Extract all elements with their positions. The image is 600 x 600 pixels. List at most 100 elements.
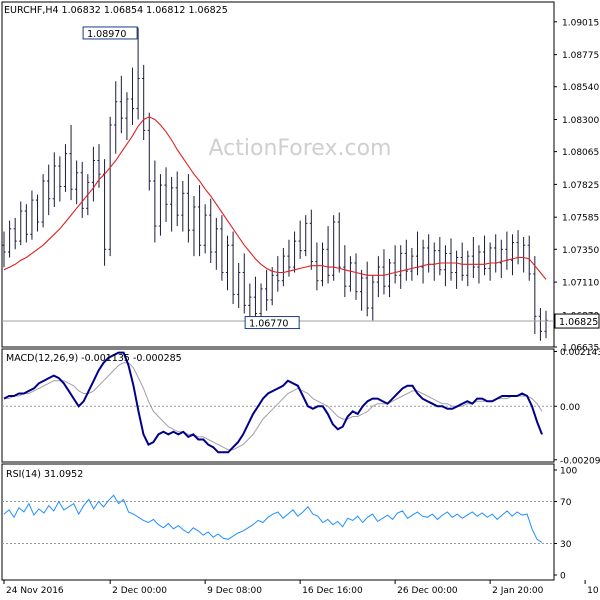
price-bar — [63, 144, 68, 192]
price-annotation: 1.06770 — [244, 316, 301, 330]
moving-average-line — [3, 116, 547, 280]
price-bar — [393, 245, 397, 284]
price-y-tick-label: 1.06635 — [562, 344, 599, 354]
price-bar — [421, 239, 425, 284]
price-bar — [175, 171, 179, 227]
price-bar — [482, 235, 487, 276]
price-bar — [35, 194, 40, 232]
price-bar — [237, 262, 241, 309]
price-bar — [220, 215, 224, 281]
macd-y-tick-label: 0.00 — [560, 403, 580, 413]
price-bar — [276, 256, 280, 292]
price-bar — [348, 256, 353, 292]
price-bar — [119, 75, 123, 134]
time-tick-label: 24 Nov 2016 — [6, 586, 64, 596]
price-bar — [371, 275, 375, 321]
price-bar — [332, 215, 336, 281]
price-bar — [209, 198, 213, 263]
price-bar — [41, 174, 45, 228]
rsi-levels — [2, 501, 554, 544]
price-bar — [320, 242, 325, 287]
rsi-title: RSI(14) 31.0952 — [6, 469, 83, 480]
macd-panel-frame — [1, 348, 555, 463]
price-bar — [186, 174, 190, 243]
price-bar — [153, 160, 157, 243]
price-y-tick-label: 1.08775 — [562, 51, 599, 61]
price-bar — [30, 190, 34, 240]
price-bar — [460, 242, 464, 281]
price-y-tick-label: 1.09015 — [562, 18, 599, 28]
price-bar — [287, 239, 291, 277]
price-y-tick-label: 1.08065 — [562, 148, 599, 158]
price-bar — [298, 220, 302, 259]
price-bar — [214, 217, 218, 270]
price-bar — [24, 204, 28, 243]
rsi-y-tick-label: 0 — [560, 572, 566, 582]
rsi-line — [3, 494, 543, 543]
price-bar — [387, 258, 392, 298]
price-bar — [544, 310, 548, 339]
price-bar — [438, 237, 442, 276]
time-tick-label: 2 Jan 20:00 — [492, 586, 544, 596]
price-bar — [7, 220, 12, 258]
price-bar — [181, 180, 185, 232]
price-bar — [203, 204, 207, 254]
price-bar — [69, 124, 73, 201]
price-bar — [164, 167, 168, 222]
rsi-y-tick-label: 100 — [560, 467, 577, 477]
price-bar — [170, 176, 174, 232]
symbol-header: EURCHF,H4 1.06832 1.06854 1.06812 1.0682… — [4, 5, 228, 16]
rsi-y-tick-label: 70 — [560, 498, 572, 508]
price-y-tick-label: 1.08540 — [562, 83, 599, 93]
price-bar — [443, 245, 448, 287]
annotation-box — [244, 316, 300, 330]
price-bar — [304, 215, 308, 257]
price-bar — [259, 283, 263, 319]
price-bar — [399, 245, 403, 289]
price-bar — [337, 212, 341, 273]
macd-main-line — [3, 351, 543, 454]
price-bar — [365, 261, 369, 317]
watermark: ActionForex.com — [209, 136, 392, 161]
price-bar — [19, 201, 23, 246]
price-bar — [449, 238, 453, 281]
price-bar — [242, 253, 246, 314]
price-bars — [2, 27, 548, 341]
price-bar — [225, 235, 230, 291]
price-bar — [125, 92, 129, 140]
price-bar — [114, 81, 118, 154]
price-y-tick-label: 1.07825 — [562, 181, 599, 191]
price-bar — [197, 185, 202, 257]
price-bar — [376, 256, 380, 298]
macd-y-axis: 0.002143 0.00 -0.002092 — [554, 348, 600, 466]
price-bar — [136, 27, 140, 120]
price-bar — [360, 269, 364, 311]
price-bar — [80, 161, 84, 218]
price-bar — [309, 209, 313, 270]
price-bar — [13, 217, 17, 250]
price-y-tick-label: 1.07110 — [562, 279, 599, 289]
time-axis: 24 Nov 2016 2 Dec 00:00 9 Dec 08:00 16 Dec … — [2, 579, 600, 596]
price-bar — [326, 226, 330, 284]
rsi-y-axis: 100 70 30 0 — [554, 467, 577, 582]
annotation-pointer — [136, 26, 139, 29]
price-bar — [315, 242, 319, 291]
price-bar — [231, 231, 235, 304]
price-bar — [538, 308, 543, 341]
price-bar — [343, 245, 347, 298]
price-bar — [454, 250, 459, 289]
rsi-y-tick-label: 30 — [560, 540, 572, 550]
price-bar — [471, 237, 475, 278]
time-tick-label: 10 Jan 04:00 — [587, 586, 600, 596]
price-bar — [75, 160, 79, 205]
price-annotation: 1.08970 — [82, 26, 139, 40]
price-y-axis: 1.09015 1.08775 1.08540 1.08300 1.08065 1.078… — [554, 18, 600, 354]
price-bar — [270, 267, 274, 306]
price-bar — [466, 250, 470, 287]
macd-y-tick-label: -0.002092 — [560, 456, 600, 466]
time-tick-label: 26 Dec 00:00 — [397, 586, 458, 596]
